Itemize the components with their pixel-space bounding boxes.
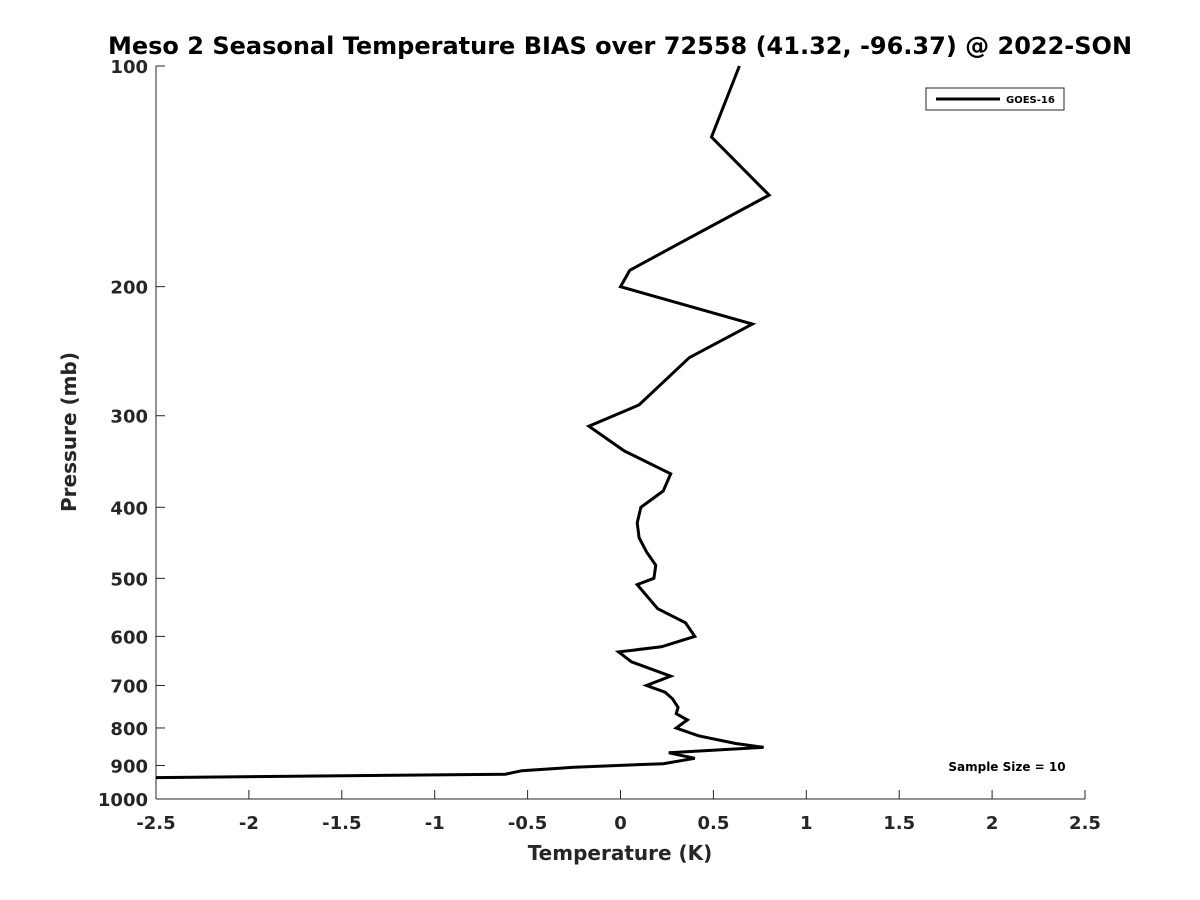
x-tick-label: -2 [239,813,259,834]
chart-title: Meso 2 Seasonal Temperature BIAS over 72… [108,32,1132,60]
y-tick-label: 100 [110,57,148,78]
x-tick-label: 0.5 [697,813,729,834]
y-tick-label: 300 [110,407,148,428]
y-tick-label: 800 [110,719,148,740]
sample-size-annotation: Sample Size = 10 [948,760,1065,774]
x-tick-label: 0 [614,813,627,834]
y-tick-label: 500 [110,569,148,590]
y-tick-label: 900 [110,756,148,777]
series-layer [155,65,772,780]
x-tick-label: 1.5 [883,813,915,834]
x-tick-label: -2.5 [136,813,175,834]
series-line-goes-16 [155,65,772,780]
axes [155,66,1085,800]
y-tick-label: 600 [110,627,148,648]
x-axis-label: Temperature (K) [528,841,713,865]
y-ticks: 100 200 300 400 500 600 700 800 900 1000 [98,57,165,811]
y-tick-label: 200 [110,278,148,299]
y-tick-label: 700 [110,676,148,697]
x-tick-label: -0.5 [508,813,547,834]
x-tick-label: -1 [425,813,445,834]
legend-label-goes-16: GOES-16 [1006,95,1055,106]
x-tick-label: -1.5 [322,813,361,834]
y-axis-label: Pressure (mb) [57,352,81,512]
y-tick-label: 1000 [98,790,148,811]
y-tick-label: 400 [110,498,148,519]
x-tick-label: 2.5 [1069,813,1101,834]
x-tick-label: 1 [800,813,813,834]
x-tick-label: 2 [986,813,999,834]
legend: GOES-16 [925,87,1065,111]
x-ticks: -2.5 -2 -1.5 -1 -0.5 0 0.5 1 1.5 2 2.5 [136,790,1101,834]
